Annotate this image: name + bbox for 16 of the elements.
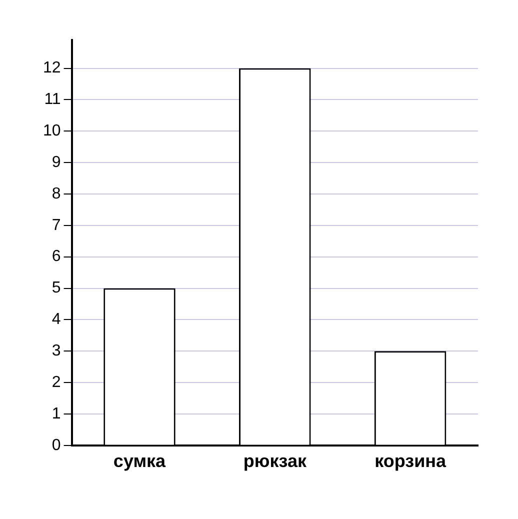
y-tick-label: 12 [43,60,61,77]
y-tick-label: 10 [43,122,61,140]
y-tick-label: 3 [52,342,61,360]
y-tick-label: 9 [52,154,61,171]
y-tick-label: 4 [52,311,61,328]
x-tick-label: рюкзак [243,451,308,472]
y-tick-label: 7 [52,216,61,234]
x-tick-label: сумка [113,451,167,472]
y-tick-label: 6 [52,248,61,266]
y-tick-label: 1 [52,405,61,422]
x-tick-label: корзина [374,451,447,472]
y-tick-label: 11 [44,91,61,108]
y-tick-label: 2 [52,374,61,391]
y-tick-label: 0 [52,436,61,454]
y-tick-label: 5 [52,280,61,297]
y-tick-label: 8 [52,185,61,202]
